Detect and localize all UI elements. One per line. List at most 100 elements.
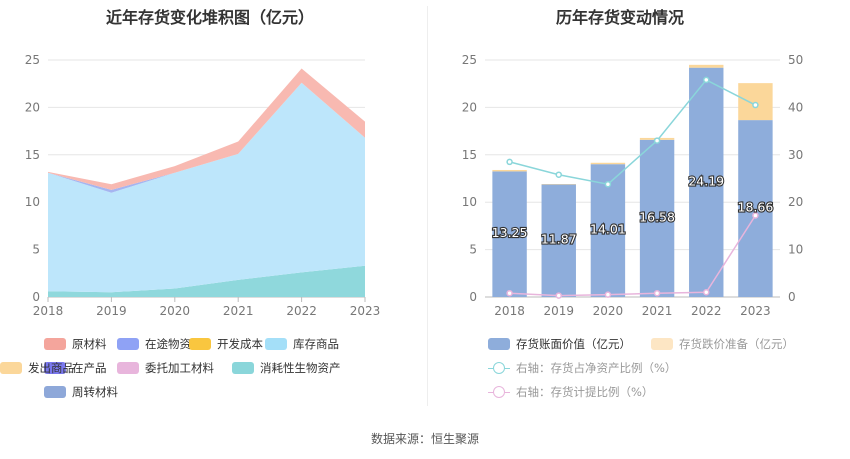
- line-point: [752, 101, 759, 109]
- legend-swatch: [117, 362, 139, 374]
- bar-book-value: [689, 67, 724, 297]
- right-chart-title: 历年存货变动情况: [555, 8, 684, 27]
- legend-label: 库存商品: [293, 337, 339, 351]
- legend-swatch: [0, 362, 22, 374]
- line-net-asset-ratio: [509, 78, 756, 185]
- area-在途物资: [48, 82, 365, 193]
- legend-label: 存货跌价准备（亿元）: [679, 337, 794, 351]
- legend-swatch: [265, 338, 287, 350]
- left-x-tick-label: 2022: [286, 304, 317, 318]
- left-y-tick-label: 0: [32, 290, 40, 304]
- legend-label: 委托加工材料: [145, 361, 214, 375]
- right-legend-item[interactable]: 右轴：存货计提比例（%）: [488, 384, 653, 400]
- legend-swatch: [488, 338, 510, 350]
- bar-book-value: [492, 171, 527, 297]
- legend-swatch: [44, 362, 66, 374]
- left-legend-item[interactable]: 原材料: [44, 336, 107, 352]
- legend-label: 在途物资: [145, 337, 191, 351]
- legend-swatch: [488, 385, 510, 399]
- left-x-tick-label: 2023: [350, 304, 381, 318]
- line-point: [555, 292, 562, 299]
- source-note: 数据来源：恒生聚源: [370, 432, 479, 446]
- right-legend-item[interactable]: 右轴：存货占净资产比例（%）: [488, 360, 676, 376]
- legend-label: 右轴：存货计提比例（%）: [516, 385, 654, 399]
- bar-impairment-reserve: [689, 64, 724, 68]
- left-x-tick-label: 2019: [96, 304, 127, 318]
- right-x-tick-label: 2018: [494, 304, 525, 318]
- bar-value-label: 11.87: [541, 232, 577, 247]
- legend-label: 发出商品: [28, 361, 74, 375]
- bar-impairment-reserve: [738, 83, 773, 121]
- legend-swatch: [44, 386, 66, 398]
- legend-swatch: [44, 338, 66, 350]
- legend-label: 开发成本: [217, 337, 263, 351]
- right-legend-item[interactable]: 存货账面价值（亿元）: [488, 336, 631, 352]
- right-x-tick-label: 2019: [543, 304, 574, 318]
- right-y2-tick-label: 40: [788, 100, 803, 114]
- legend-swatch: [232, 362, 254, 374]
- left-x-tick-label: 2018: [33, 304, 64, 318]
- left-y-tick-label: 5: [32, 243, 40, 257]
- left-legend-item[interactable]: 库存商品: [265, 336, 339, 352]
- line-point: [604, 180, 612, 188]
- left-y-tick-label: 10: [25, 195, 40, 209]
- right-x-tick-label: 2023: [740, 304, 771, 318]
- legend-label: 存货账面价值（亿元）: [516, 337, 631, 351]
- area-消耗性生物资产: [48, 265, 365, 297]
- legend-label: 在产品: [72, 361, 107, 375]
- right-y-tick-label: 10: [462, 195, 477, 209]
- right-y2-tick-label: 50: [788, 53, 803, 67]
- area-原材料: [48, 68, 365, 190]
- left-legend-item[interactable]: 消耗性生物资产: [232, 360, 341, 376]
- left-legend-item[interactable]: 在产品: [44, 360, 107, 376]
- area-库存商品: [48, 82, 365, 293]
- line-provision-ratio: [509, 215, 757, 297]
- line-point: [703, 76, 710, 84]
- left-legend-item[interactable]: 发出商品: [0, 360, 74, 376]
- bar-value-label: 24.19: [688, 173, 724, 188]
- left-legend-item[interactable]: 周转材料: [44, 384, 118, 400]
- legend-swatch: [651, 338, 673, 350]
- bar-value-label: 13.25: [492, 225, 528, 240]
- right-x-tick-label: 2021: [642, 304, 673, 318]
- line-point: [506, 158, 513, 166]
- right-y-tick-label: 5: [469, 243, 477, 257]
- legend-swatch: [189, 338, 211, 350]
- right-y-tick-label: 15: [462, 148, 477, 162]
- right-y-tick-label: 0: [469, 290, 477, 304]
- line-point: [604, 291, 612, 298]
- bar-value-label: 14.01: [590, 222, 626, 237]
- legend-label: 原材料: [72, 337, 107, 351]
- right-x-tick-label: 2022: [691, 304, 722, 318]
- left-legend-item[interactable]: 委托加工材料: [117, 360, 214, 376]
- left-y-tick-label: 25: [25, 53, 40, 67]
- legend-swatch: [117, 338, 139, 350]
- bar-impairment-reserve: [590, 162, 626, 165]
- left-chart-title: 近年存货变化堆积图（亿元）: [105, 8, 314, 27]
- legend-swatch: [488, 361, 510, 375]
- line-point: [653, 289, 661, 297]
- line-point: [703, 289, 710, 296]
- left-legend-item[interactable]: 开发成本: [189, 336, 263, 352]
- bar-impairment-reserve: [492, 169, 527, 172]
- bar-value-label: 18.66: [738, 200, 774, 215]
- right-y-tick-label: 20: [462, 100, 477, 114]
- left-legend-item[interactable]: 在途物资: [117, 336, 191, 352]
- right-y2-tick-label: 20: [788, 195, 803, 209]
- bar-book-value: [541, 184, 576, 297]
- bar-book-value: [639, 139, 675, 297]
- bar-book-value: [738, 120, 773, 297]
- bar-value-label: 16.58: [639, 209, 675, 224]
- line-point: [752, 212, 759, 219]
- right-y2-tick-label: 10: [788, 243, 803, 257]
- right-y2-tick-label: 0: [788, 290, 796, 304]
- left-y-tick-label: 20: [25, 100, 40, 114]
- right-y-tick-label: 25: [462, 53, 477, 67]
- left-x-tick-label: 2020: [160, 304, 191, 318]
- right-legend-item[interactable]: 存货跌价准备（亿元）: [651, 336, 794, 352]
- line-point: [506, 289, 513, 297]
- legend-label: 消耗性生物资产: [260, 361, 341, 375]
- legend-label: 周转材料: [72, 385, 118, 399]
- right-y2-tick-label: 30: [788, 148, 803, 162]
